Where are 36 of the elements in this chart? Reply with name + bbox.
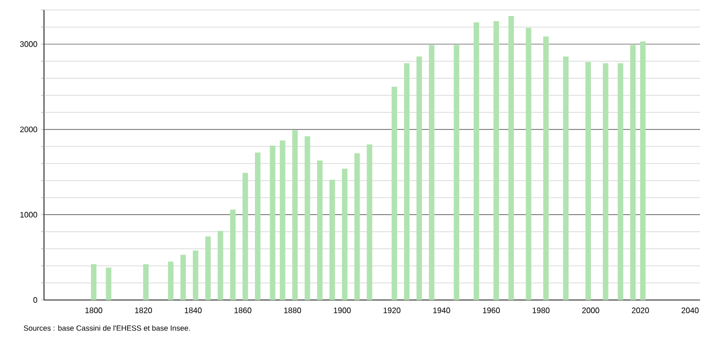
bar bbox=[630, 44, 636, 300]
bar bbox=[543, 36, 549, 300]
bar bbox=[218, 230, 224, 300]
bar bbox=[563, 56, 569, 300]
bar bbox=[342, 168, 348, 300]
bar bbox=[254, 152, 260, 300]
bar bbox=[143, 264, 149, 300]
bar bbox=[618, 63, 624, 300]
bar bbox=[602, 63, 608, 300]
bar bbox=[366, 144, 372, 300]
bar bbox=[205, 236, 211, 300]
bar bbox=[180, 254, 186, 300]
bar bbox=[454, 44, 460, 300]
bar bbox=[640, 42, 646, 300]
bar bbox=[192, 250, 198, 300]
bar bbox=[416, 56, 422, 300]
bar bbox=[292, 130, 298, 300]
bar bbox=[474, 22, 480, 300]
bar bbox=[508, 16, 514, 300]
bar bbox=[354, 153, 360, 300]
bar bbox=[526, 28, 532, 300]
bar bbox=[280, 140, 286, 300]
bar bbox=[392, 86, 398, 300]
bar bbox=[304, 136, 310, 300]
bar bbox=[242, 172, 248, 300]
bar bbox=[106, 268, 112, 300]
bar bbox=[317, 160, 323, 300]
bar bbox=[585, 62, 591, 300]
bar bbox=[270, 146, 276, 300]
bar bbox=[404, 63, 410, 300]
bar bbox=[330, 180, 335, 300]
bar bbox=[168, 262, 174, 300]
bar bbox=[428, 44, 434, 300]
bar bbox=[494, 21, 499, 300]
bar bbox=[230, 210, 236, 300]
bar bbox=[90, 264, 96, 300]
